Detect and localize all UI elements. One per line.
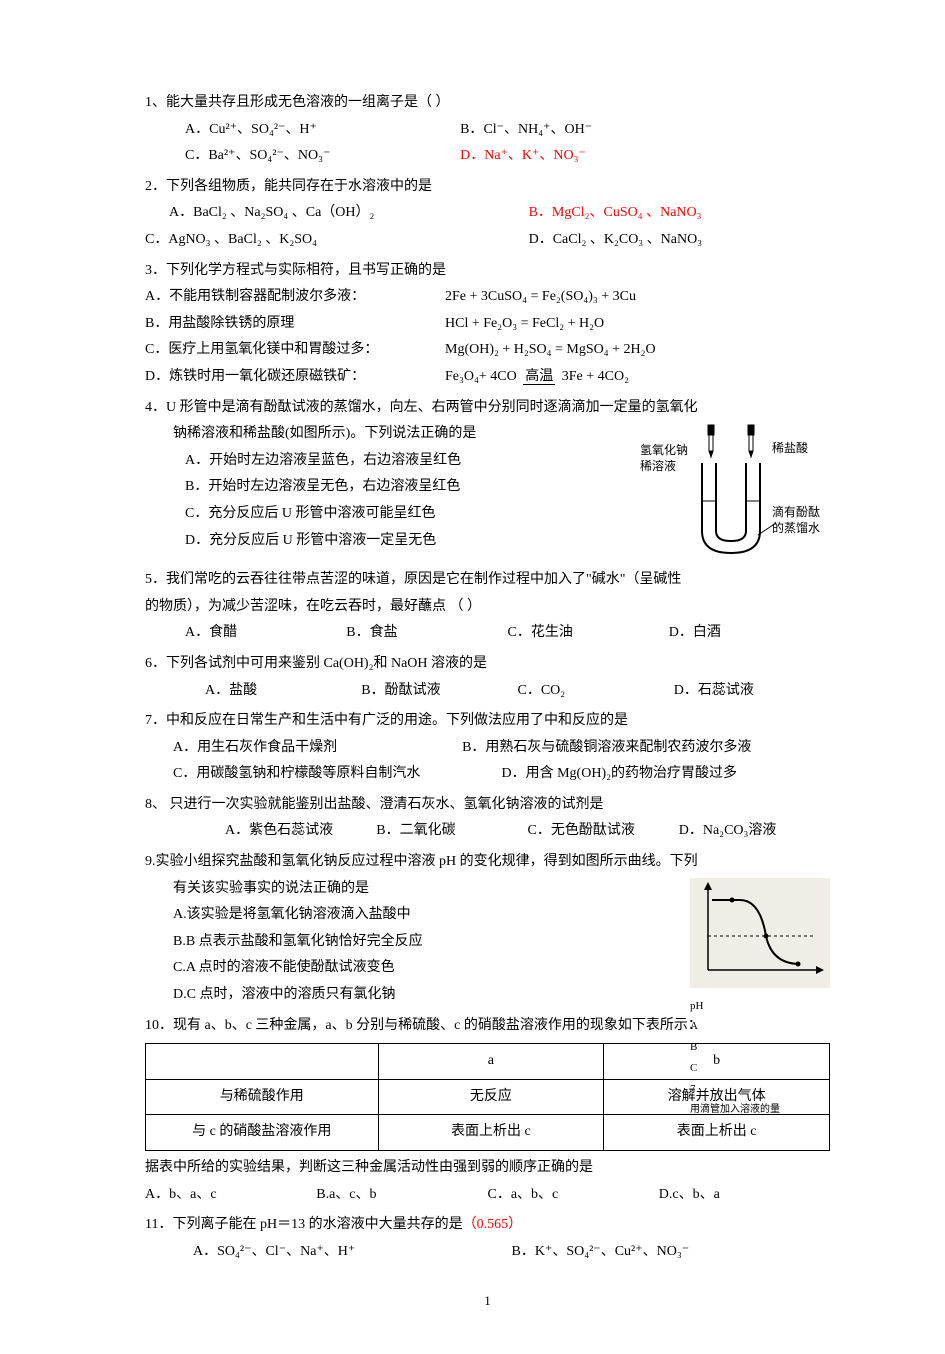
q5-stem-1: 5．我们常吃的云吞往往带点苦涩的味道，原因是它在制作过程中加入了"碱水"（呈碱性 xyxy=(145,567,830,594)
q1-option-d: D．Na⁺、K⁺、NO₃⁻ xyxy=(460,143,830,170)
q3-option-d: D．炼铁时用一氧化碳还原磁铁矿：Fe₃O₄+ 4CO 高温 3Fe + 4CO₂ xyxy=(145,364,830,391)
utube-label-phen-2: 的蒸馏水 xyxy=(772,521,820,537)
q6-option-d: D．石蕊试液 xyxy=(674,678,830,705)
q1-stem: 1、能大量共存且形成无色溶液的一组离子是（ ） xyxy=(145,90,830,117)
q2-option-c: C．AgNO₃ 、BaCl₂ 、K₂SO₄ xyxy=(145,227,529,254)
q7-option-a: A．用生石灰作食品干燥剂 xyxy=(173,735,462,762)
q10-option-b: B.a、c、b xyxy=(316,1182,487,1209)
graph-xlabel: 用滴管加入溶液的量 xyxy=(690,1100,830,1119)
page-number: 1 xyxy=(145,1289,830,1314)
high-temp-condition: 高温 xyxy=(523,369,555,385)
question-2: 2．下列各组物质，能共同存在于水溶液中的是 A．BaCl₂ 、Na₂SO₄ 、C… xyxy=(145,174,830,254)
question-6: 6．下列各试剂中可用来鉴别 Ca(OH)₂和 NaOH 溶液的是 A．盐酸 B．… xyxy=(145,651,830,704)
q5-option-a: A．食醋 xyxy=(185,620,346,647)
question-9: 9.实验小组探究盐酸和氢氧化钠反应过程中溶液 pH 的变化规律，得到如图所示曲线… xyxy=(145,849,830,1009)
question-5: 5．我们常吃的云吞往往带点苦涩的味道，原因是它在制作过程中加入了"碱水"（呈碱性… xyxy=(145,567,830,647)
u-tube-figure: 氢氧化钠 稀溶液 稀盐酸 滴有酚酞 的蒸馏水 xyxy=(640,423,830,563)
q3-stem: 3．下列化学方程式与实际相符，且书写正确的是 xyxy=(145,258,830,285)
question-3: 3．下列化学方程式与实际相符，且书写正确的是 A．不能用铁制容器配制波尔多液：2… xyxy=(145,258,830,391)
q6-stem: 6．下列各试剂中可用来鉴别 Ca(OH)₂和 NaOH 溶液的是 xyxy=(145,651,830,678)
ph-graph-figure: pH A B C 7 用滴管加入溶液的量 xyxy=(690,878,830,988)
q2-option-a: A．BaCl₂ 、Na₂SO₄ 、Ca（OH）₂ xyxy=(145,200,529,227)
question-8: 8、 只进行一次实验就能鉴别出盐酸、澄清石灰水、氢氧化钠溶液的试剂是 A．紫色石… xyxy=(145,792,830,845)
q10-r2-b: 表面上析出 c xyxy=(604,1115,830,1151)
q11-option-b: B．K⁺、SO₄²⁻、Cu²⁺、NO₃⁻ xyxy=(512,1239,831,1266)
q11-option-a: A．SO₄²⁻、Cl⁻、Na⁺、H⁺ xyxy=(193,1239,512,1266)
q9-stem-1: 9.实验小组探究盐酸和氢氧化钠反应过程中溶液 pH 的变化规律，得到如图所示曲线… xyxy=(145,849,830,876)
question-4: 4．U 形管中是滴有酚酞试液的蒸馏水，向左、右两管中分别同时逐滴滴加一定量的氢氧… xyxy=(145,395,830,564)
q6-option-c: C．CO₂ xyxy=(518,678,674,705)
q2-option-b: B．MgCl₂、CuSO₄ 、NaNO₃ xyxy=(529,200,830,227)
q7-option-d: D．用含 Mg(OH)₂的药物治疗胃酸过多 xyxy=(502,761,831,788)
q10-r2-a: 表面上析出 c xyxy=(378,1115,604,1151)
q8-option-a: A．紫色石蕊试液 xyxy=(225,818,376,845)
q3-option-a: A．不能用铁制容器配制波尔多液：2Fe + 3CuSO₄ = Fe₂(SO₄)₃… xyxy=(145,284,830,311)
q2-stem: 2．下列各组物质，能共同存在于水溶液中的是 xyxy=(145,174,830,201)
q7-option-b: B．用熟石灰与硫酸铜溶液来配制农药波尔多液 xyxy=(462,735,830,762)
q6-option-a: A．盐酸 xyxy=(205,678,361,705)
q2-option-d: D．CaCl₂ 、K₂CO₃ 、NaNO₃ xyxy=(529,227,830,254)
q10-r1-label: 与稀硫酸作用 xyxy=(146,1079,379,1115)
q10-option-a: A．b、a、c xyxy=(145,1182,316,1209)
q10-r2-label: 与 c 的硝酸盐溶液作用 xyxy=(146,1115,379,1151)
graph-point-c: C xyxy=(690,1058,830,1079)
utube-label-naoh-1: 氢氧化钠 xyxy=(640,443,688,459)
q4-stem-line1: 4．U 形管中是滴有酚酞试液的蒸馏水，向左、右两管中分别同时逐滴滴加一定量的氢氧… xyxy=(145,395,830,422)
q6-option-b: B．酚酞试液 xyxy=(361,678,517,705)
q8-option-c: C．无色酚酞试液 xyxy=(528,818,679,845)
q10-option-c: C．a、b、c xyxy=(488,1182,659,1209)
graph-ylabel: pH xyxy=(690,996,830,1017)
q5-option-b: B．食盐 xyxy=(346,620,507,647)
q8-stem: 8、 只进行一次实验就能鉴别出盐酸、澄清石灰水、氢氧化钠溶液的试剂是 xyxy=(145,792,830,819)
q1-option-a: A．Cu²⁺、SO₄²⁻、H⁺ xyxy=(145,117,460,144)
q3-option-b: B．用盐酸除铁锈的原理HCl + Fe₂O₃ = FeCl₂ + H₂O xyxy=(145,311,830,338)
utube-label-hcl: 稀盐酸 xyxy=(772,441,808,457)
question-1: 1、能大量共存且形成无色溶液的一组离子是（ ） A．Cu²⁺、SO₄²⁻、H⁺ … xyxy=(145,90,830,170)
graph-point-a: A xyxy=(690,1016,830,1037)
question-7: 7．中和反应在日常生产和生活中有广泛的用途。下列做法应用了中和反应的是 A．用生… xyxy=(145,708,830,788)
q8-option-b: B．二氧化碳 xyxy=(376,818,527,845)
graph-ytick-7: 7 xyxy=(690,1079,830,1100)
table-row: 与 c 的硝酸盐溶液作用 表面上析出 c 表面上析出 c xyxy=(146,1115,830,1151)
q8-option-d: D．Na₂CO₃溶液 xyxy=(679,818,830,845)
q5-option-d: D．白酒 xyxy=(669,620,830,647)
graph-point-b: B xyxy=(690,1037,830,1058)
q10-option-d: D.c、b、a xyxy=(659,1182,830,1209)
q5-stem-2: 的物质），为减少苦涩味，在吃云吞时，最好蘸点 （ ） xyxy=(145,594,830,621)
q11-stem: 11．下列离子能在 pH＝13 的水溶液中大量共存的是（0.565） xyxy=(145,1212,830,1239)
q3-option-c: C．医疗上用氢氧化镁中和胃酸过多：Mg(OH)₂ + H₂SO₄ = MgSO₄… xyxy=(145,337,830,364)
q7-stem: 7．中和反应在日常生产和生活中有广泛的用途。下列做法应用了中和反应的是 xyxy=(145,708,830,735)
q10-th-a: a xyxy=(378,1044,604,1080)
q1-option-b: B．Cl⁻、NH₄⁺、OH⁻ xyxy=(460,117,830,144)
utube-label-phen-1: 滴有酚酞 xyxy=(772,505,820,521)
question-11: 11．下列离子能在 pH＝13 的水溶液中大量共存的是（0.565） A．SO₄… xyxy=(145,1212,830,1265)
ph-graph-svg xyxy=(690,878,830,988)
q7-option-c: C．用碳酸氢钠和柠檬酸等原料自制汽水 xyxy=(173,761,502,788)
utube-label-naoh-2: 稀溶液 xyxy=(640,459,676,475)
q1-option-c: C．Ba²⁺、SO₄²⁻、NO₃⁻ xyxy=(145,143,460,170)
q11-difficulty: （0.565） xyxy=(463,1217,523,1232)
q5-option-c: C．花生油 xyxy=(508,620,669,647)
q10-r1-a: 无反应 xyxy=(378,1079,604,1115)
q10-th-blank xyxy=(146,1044,379,1080)
q10-tail: 据表中所给的实验结果，判断这三种金属活动性由强到弱的顺序正确的是 xyxy=(145,1155,830,1182)
